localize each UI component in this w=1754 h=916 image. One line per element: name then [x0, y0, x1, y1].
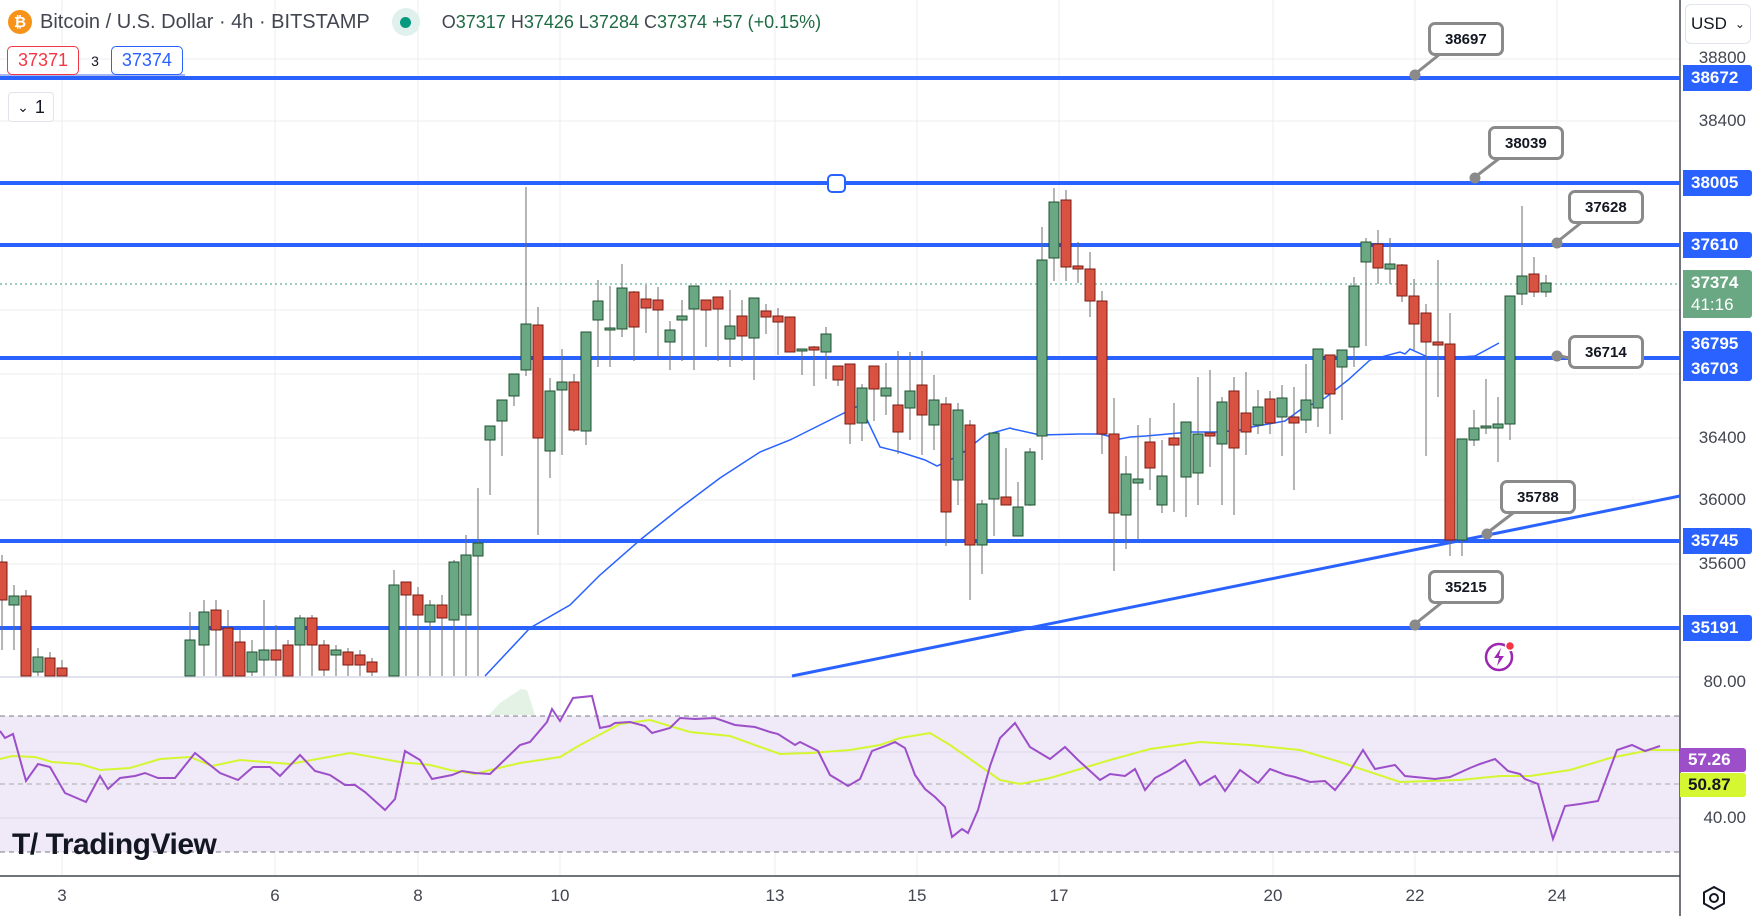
trendline[interactable]: [791, 494, 1681, 678]
spread-value: 3: [91, 52, 99, 69]
symbol-header: ₿ Bitcoin / U.S. Dollar · 4h · BITSTAMP …: [8, 8, 821, 36]
price-tick: 35600: [1698, 554, 1746, 573]
price-tick: 36400: [1698, 428, 1746, 447]
market-status: [391, 8, 420, 36]
level-label: 35191: [1683, 615, 1752, 641]
price-tick: 38400: [1698, 111, 1746, 130]
level-label: 38005: [1683, 170, 1752, 196]
chevron-down-icon: ⌄: [17, 98, 29, 115]
chevron-down-icon: ⌄: [1734, 17, 1745, 31]
time-tick: 22: [1405, 886, 1425, 905]
sell-button[interactable]: 37371: [7, 46, 80, 75]
time-tick: 3: [57, 886, 67, 905]
time-tick: 20: [1263, 886, 1283, 905]
currency-selector[interactable]: USD ⌄: [1685, 4, 1751, 44]
rsi-ma-value-label: 50.87: [1680, 773, 1746, 797]
bitcoin-icon: ₿: [8, 10, 32, 34]
rsi-ma-line: [0, 718, 1680, 786]
bid-ask-panel: 37371 3 37374: [7, 46, 183, 75]
tradingview-logo-icon: T/: [12, 828, 38, 861]
rsi-line: [0, 694, 1661, 843]
ohlc-values: O37317 H37426 L37284 C37374 +57 (+0.15%): [441, 11, 822, 32]
price-callout[interactable]: 35215: [1428, 570, 1504, 604]
time-tick: 17: [1049, 886, 1069, 905]
price-callout[interactable]: 35788: [1500, 480, 1576, 514]
price-callout[interactable]: 38039: [1488, 126, 1564, 160]
level-label-group: 36795 36703: [1683, 331, 1752, 381]
level-label: 37610: [1683, 232, 1752, 258]
ma-level-label: 36795: [1691, 334, 1739, 353]
time-tick: 24: [1547, 886, 1567, 905]
time-tick: 13: [765, 886, 785, 905]
current-price-label: 37374 41:16: [1683, 270, 1752, 318]
time-tick: 10: [550, 886, 570, 905]
horizontal-levels[interactable]: [0, 76, 1680, 630]
line-drag-handle[interactable]: [827, 174, 846, 193]
price-tick: 36000: [1698, 490, 1746, 509]
level-label: 36703: [1691, 359, 1739, 378]
indicators-collapse-button[interactable]: ⌄ 1: [8, 92, 54, 122]
symbol-title[interactable]: Bitcoin / U.S. Dollar · 4h · BITSTAMP: [40, 10, 370, 33]
chart-settings-icon[interactable]: [1700, 884, 1728, 912]
rsi-tick: 80.00: [1703, 672, 1746, 691]
price-callout[interactable]: 38697: [1428, 22, 1504, 56]
level-label: 35745: [1683, 528, 1752, 554]
market-open-dot-icon: [400, 16, 412, 28]
time-tick: 15: [907, 886, 927, 905]
level-label: 38672: [1683, 65, 1752, 91]
candlesticks: [0, 187, 1552, 677]
tradingview-logo[interactable]: T/ TradingView: [12, 828, 217, 861]
time-tick: 6: [270, 886, 280, 905]
bar-countdown: 41:16: [1691, 295, 1734, 314]
time-tick: 8: [413, 886, 423, 905]
lightning-alert-icon[interactable]: [1483, 639, 1517, 673]
price-callout[interactable]: 37628: [1568, 190, 1644, 224]
buy-button[interactable]: 37374: [110, 46, 183, 75]
rsi-value-label: 57.26: [1680, 748, 1746, 772]
rsi-tick: 40.00: [1703, 808, 1746, 827]
price-tick: 38800: [1698, 48, 1746, 67]
price-callout[interactable]: 36714: [1568, 335, 1644, 369]
